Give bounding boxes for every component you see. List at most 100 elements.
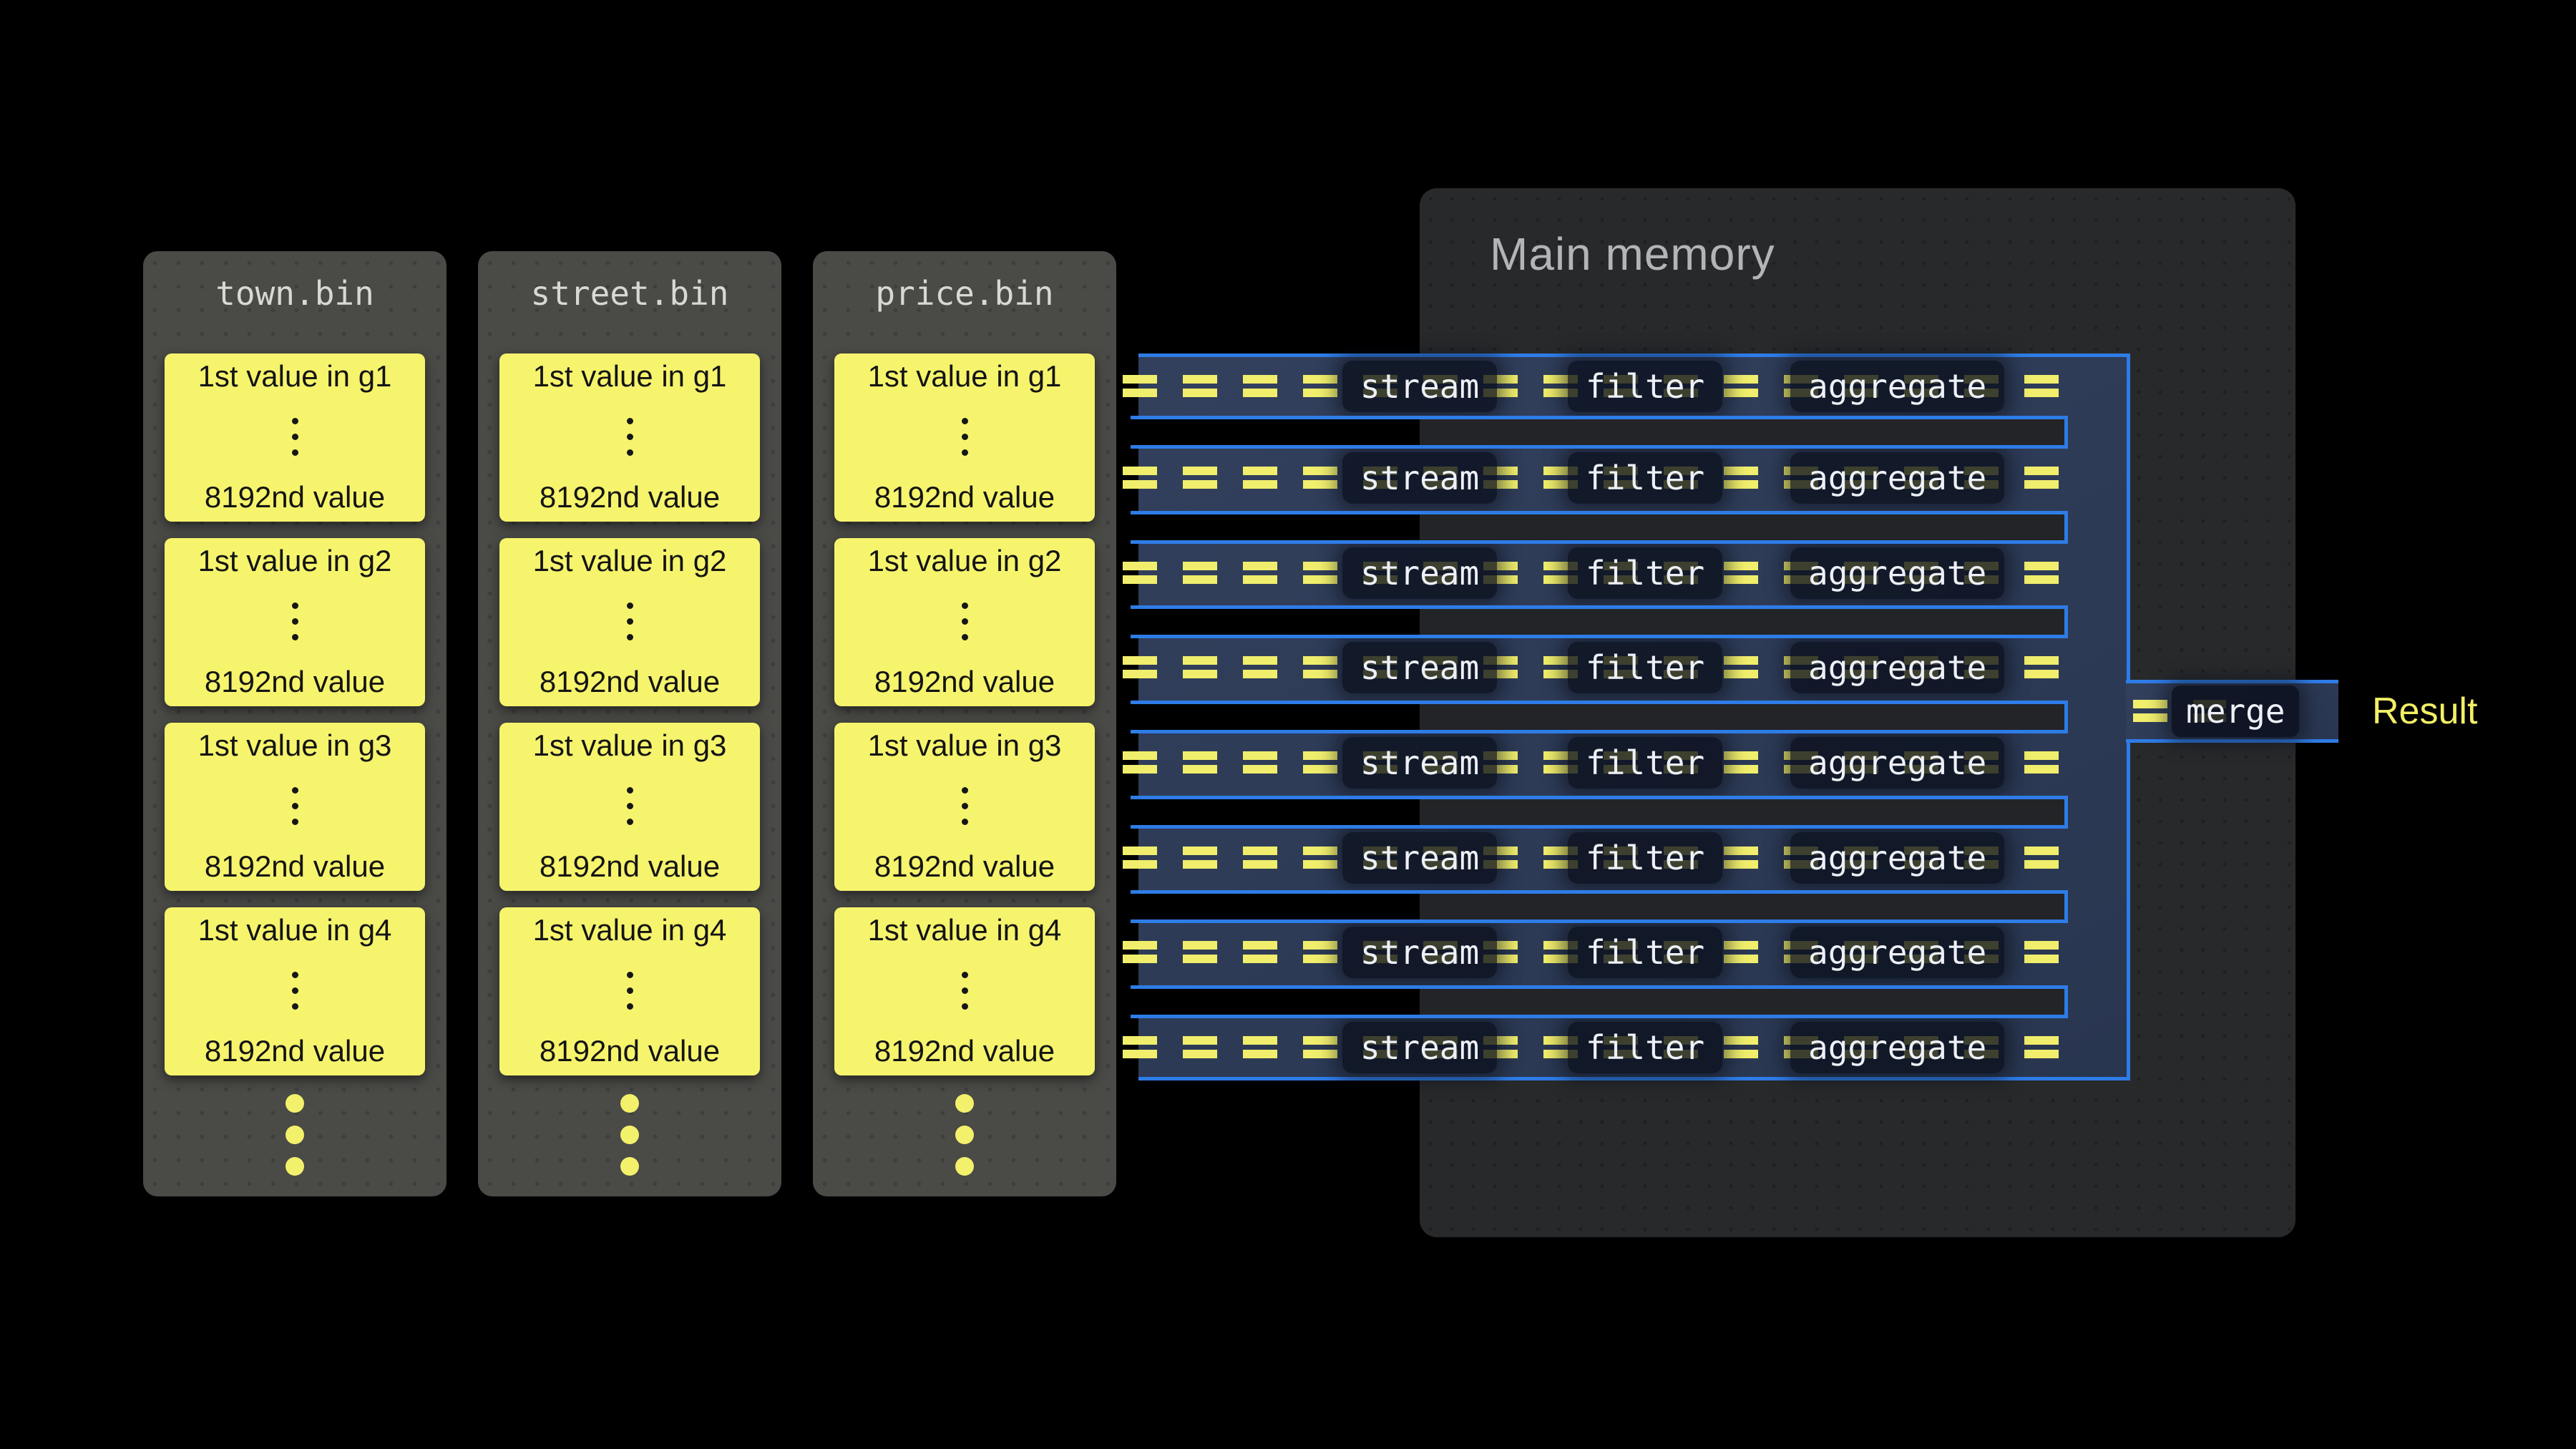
- group-last-value: 8192nd value: [539, 480, 721, 514]
- group-box-g2: 1st value in g2 8192nd value: [165, 538, 425, 706]
- group-last-value: 8192nd value: [874, 849, 1055, 883]
- stage-chip-aggregate: aggregate: [1790, 452, 2005, 504]
- group-last-value: 8192nd value: [874, 480, 1055, 514]
- stage-chip-stream: stream: [1342, 832, 1498, 884]
- stage-chip-stream: stream: [1342, 547, 1498, 599]
- group-first-value: 1st value in g4: [532, 913, 727, 947]
- group-first-value: 1st value in g4: [197, 913, 392, 947]
- main-memory-title: Main memory: [1490, 228, 1775, 280]
- stage-chip-stream: stream: [1342, 1022, 1498, 1073]
- stage-chip-stream: stream: [1342, 642, 1498, 693]
- group-first-value: 1st value in g2: [197, 544, 392, 577]
- group-last-value: 8192nd value: [204, 480, 386, 514]
- group-box-g4: 1st value in g4 8192nd value: [499, 907, 760, 1075]
- group-first-value: 1st value in g1: [867, 359, 1062, 393]
- file-card-price: price.bin 1st value in g1 8192nd value 1…: [813, 251, 1116, 1196]
- pipeline-lane-6: stream filter aggregate: [1123, 829, 2127, 887]
- group-box-g2: 1st value in g2 8192nd value: [834, 538, 1095, 706]
- lane-gap-cutout: [1131, 701, 2068, 733]
- result-label: Result: [2372, 691, 2478, 732]
- ellipsis-dots: [626, 787, 633, 825]
- group-first-value: 1st value in g1: [197, 359, 392, 393]
- ellipsis-dots: [291, 418, 298, 456]
- file-card-town: town.bin 1st value in g1 8192nd value 1s…: [143, 251, 447, 1196]
- group-box-g1: 1st value in g1 8192nd value: [499, 353, 760, 522]
- group-last-value: 8192nd value: [539, 849, 721, 883]
- group-box-g1: 1st value in g1 8192nd value: [834, 353, 1095, 522]
- stage-chip-filter: filter: [1568, 1022, 1723, 1073]
- stage-chip-stream: stream: [1342, 361, 1498, 412]
- group-last-value: 8192nd value: [874, 665, 1055, 698]
- stage-chip-filter: filter: [1568, 547, 1723, 599]
- lane-gap-cutout: [1131, 985, 2068, 1018]
- ellipsis-dots: [626, 602, 633, 640]
- more-groups-dots: [478, 1094, 781, 1176]
- stage-chip-stream: stream: [1342, 737, 1498, 789]
- lane-gap-cutout: [1131, 511, 2068, 544]
- pipeline-lane-5: stream filter aggregate: [1123, 733, 2127, 792]
- group-first-value: 1st value in g4: [867, 913, 1062, 947]
- lane-gap-cutout: [1131, 890, 2068, 923]
- pipeline-lane-1: stream filter aggregate: [1123, 357, 2127, 416]
- group-last-value: 8192nd value: [539, 665, 721, 698]
- group-box-g3: 1st value in g3 8192nd value: [834, 723, 1095, 891]
- stage-chip-filter: filter: [1568, 927, 1723, 978]
- stage-chip-aggregate: aggregate: [1790, 832, 2005, 884]
- group-first-value: 1st value in g1: [532, 359, 727, 393]
- pipeline-lane-8: stream filter aggregate: [1123, 1018, 2127, 1077]
- ellipsis-dots: [291, 972, 298, 1010]
- stage-chip-aggregate: aggregate: [1790, 1022, 2005, 1073]
- group-last-value: 8192nd value: [204, 849, 386, 883]
- lane-gap-cutout: [1131, 605, 2068, 638]
- pipeline-lane-2: stream filter aggregate: [1123, 449, 2127, 507]
- group-box-g4: 1st value in g4 8192nd value: [834, 907, 1095, 1075]
- group-last-value: 8192nd value: [204, 1034, 386, 1068]
- group-first-value: 1st value in g2: [532, 544, 727, 577]
- lane-gap-cutout: [1131, 416, 2068, 449]
- more-groups-dots: [143, 1094, 447, 1176]
- group-first-value: 1st value in g3: [532, 728, 727, 762]
- ellipsis-dots: [961, 602, 968, 640]
- ellipsis-dots: [291, 602, 298, 640]
- ellipsis-dots: [961, 787, 968, 825]
- group-box-g3: 1st value in g3 8192nd value: [499, 723, 760, 891]
- stage-chip-filter: filter: [1568, 737, 1723, 789]
- lane-gap-cutout: [1131, 796, 2068, 829]
- group-box-g1: 1st value in g1 8192nd value: [165, 353, 425, 522]
- stage-chip-filter: filter: [1568, 361, 1723, 412]
- ellipsis-dots: [961, 972, 968, 1010]
- group-box-g4: 1st value in g4 8192nd value: [165, 907, 425, 1075]
- ellipsis-dots: [626, 972, 633, 1010]
- stage-chip-filter: filter: [1568, 452, 1723, 504]
- group-first-value: 1st value in g3: [197, 728, 392, 762]
- stage-chip-merge: merge: [2172, 686, 2300, 737]
- pipeline-lane-7: stream filter aggregate: [1123, 923, 2127, 982]
- group-box-g3: 1st value in g3 8192nd value: [165, 723, 425, 891]
- stage-chip-filter: filter: [1568, 642, 1723, 693]
- group-last-value: 8192nd value: [539, 1034, 721, 1068]
- stage-chip-aggregate: aggregate: [1790, 547, 2005, 599]
- ellipsis-dots: [626, 418, 633, 456]
- group-last-value: 8192nd value: [874, 1034, 1055, 1068]
- ellipsis-dots: [961, 418, 968, 456]
- stage-chip-aggregate: aggregate: [1790, 361, 2005, 412]
- group-first-value: 1st value in g2: [867, 544, 1062, 577]
- stage-chip-filter: filter: [1568, 832, 1723, 884]
- file-title: price.bin: [875, 274, 1054, 313]
- stage-chip-aggregate: aggregate: [1790, 737, 2005, 789]
- pipeline-lane-3: stream filter aggregate: [1123, 544, 2127, 602]
- stage-chip-stream: stream: [1342, 927, 1498, 978]
- merge-bar: merge: [2126, 680, 2338, 743]
- stage-chip-stream: stream: [1342, 452, 1498, 504]
- file-card-street: street.bin 1st value in g1 8192nd value …: [478, 251, 781, 1196]
- group-first-value: 1st value in g3: [867, 728, 1062, 762]
- more-groups-dots: [813, 1094, 1116, 1176]
- pipeline-lane-4: stream filter aggregate: [1123, 638, 2127, 697]
- stage-chip-aggregate: aggregate: [1790, 927, 2005, 978]
- file-title: town.bin: [215, 274, 374, 313]
- group-box-g2: 1st value in g2 8192nd value: [499, 538, 760, 706]
- group-last-value: 8192nd value: [204, 665, 386, 698]
- stage-chip-aggregate: aggregate: [1790, 642, 2005, 693]
- ellipsis-dots: [291, 787, 298, 825]
